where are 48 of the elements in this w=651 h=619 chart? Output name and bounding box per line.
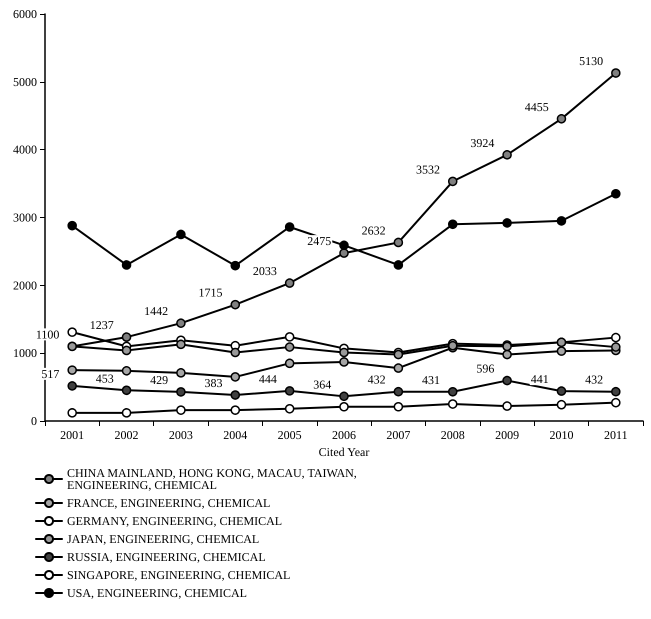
x-tick-label: 2006 bbox=[332, 428, 356, 442]
data-label: 441 bbox=[530, 372, 549, 386]
data-label: 383 bbox=[204, 376, 223, 390]
data-label: 453 bbox=[96, 371, 114, 386]
legend-label: SINGAPORE, ENGINEERING, CHEMICAL bbox=[67, 568, 290, 582]
data-label: 429 bbox=[150, 372, 168, 387]
legend-label: JAPAN, ENGINEERING, CHEMICAL bbox=[67, 532, 260, 546]
data-label: 2033 bbox=[252, 264, 277, 278]
data-label: 444 bbox=[258, 372, 277, 386]
data-label: 432 bbox=[368, 372, 386, 387]
y-tick-label: 4000 bbox=[13, 142, 37, 157]
data-label: 1715 bbox=[198, 286, 223, 300]
legend-label: USA, ENGINEERING, CHEMICAL bbox=[67, 586, 247, 600]
data-label: 1237 bbox=[90, 318, 114, 332]
data-label: 432 bbox=[585, 372, 604, 387]
legend-label: CHINA MAINLAND, HONG KONG, MACAU, TAIWAN, ENGINEERING, CHEMICAL bbox=[67, 466, 360, 492]
data-label: 596 bbox=[476, 362, 494, 376]
y-tick-label: 6000 bbox=[13, 7, 37, 21]
data-label: 3924 bbox=[470, 136, 494, 150]
x-tick-label: 2009 bbox=[495, 428, 520, 442]
y-tick-label: 0 bbox=[31, 414, 37, 428]
data-label: 5130 bbox=[579, 54, 604, 68]
data-label: 517 bbox=[41, 366, 60, 381]
x-tick-label: 2004 bbox=[223, 428, 248, 442]
x-tick-label: 2011 bbox=[604, 428, 628, 442]
legend-label: FRANCE, ENGINEERING, CHEMICAL bbox=[67, 496, 270, 510]
legend-label: GERMANY, ENGINEERING, CHEMICAL bbox=[67, 514, 282, 528]
data-label: 3532 bbox=[416, 162, 440, 176]
x-tick-label: 2002 bbox=[114, 428, 139, 442]
x-tick-label: 2008 bbox=[440, 428, 465, 442]
data-label: 1442 bbox=[144, 304, 168, 318]
x-tick-label: 2001 bbox=[60, 428, 84, 442]
y-tick-label: 3000 bbox=[13, 210, 37, 224]
data-label: 1100 bbox=[36, 327, 60, 342]
data-label: 2632 bbox=[362, 223, 386, 238]
y-tick-label: 2000 bbox=[13, 278, 37, 292]
data-label: 2475 bbox=[307, 234, 332, 248]
data-label: 364 bbox=[313, 377, 332, 392]
y-tick-label: 5000 bbox=[13, 74, 37, 89]
data-label: 4455 bbox=[524, 100, 549, 114]
x-tick-label: 2010 bbox=[549, 428, 574, 442]
data-label: 431 bbox=[422, 372, 440, 387]
x-tick-label: 2007 bbox=[386, 428, 410, 442]
legend-label: RUSSIA, ENGINEERING, CHEMICAL bbox=[67, 550, 266, 564]
x-axis-title: Cited Year bbox=[318, 444, 370, 459]
y-tick-label: 1000 bbox=[13, 346, 37, 360]
x-tick-label: 2005 bbox=[278, 428, 302, 442]
x-tick-label: 2003 bbox=[168, 428, 193, 442]
